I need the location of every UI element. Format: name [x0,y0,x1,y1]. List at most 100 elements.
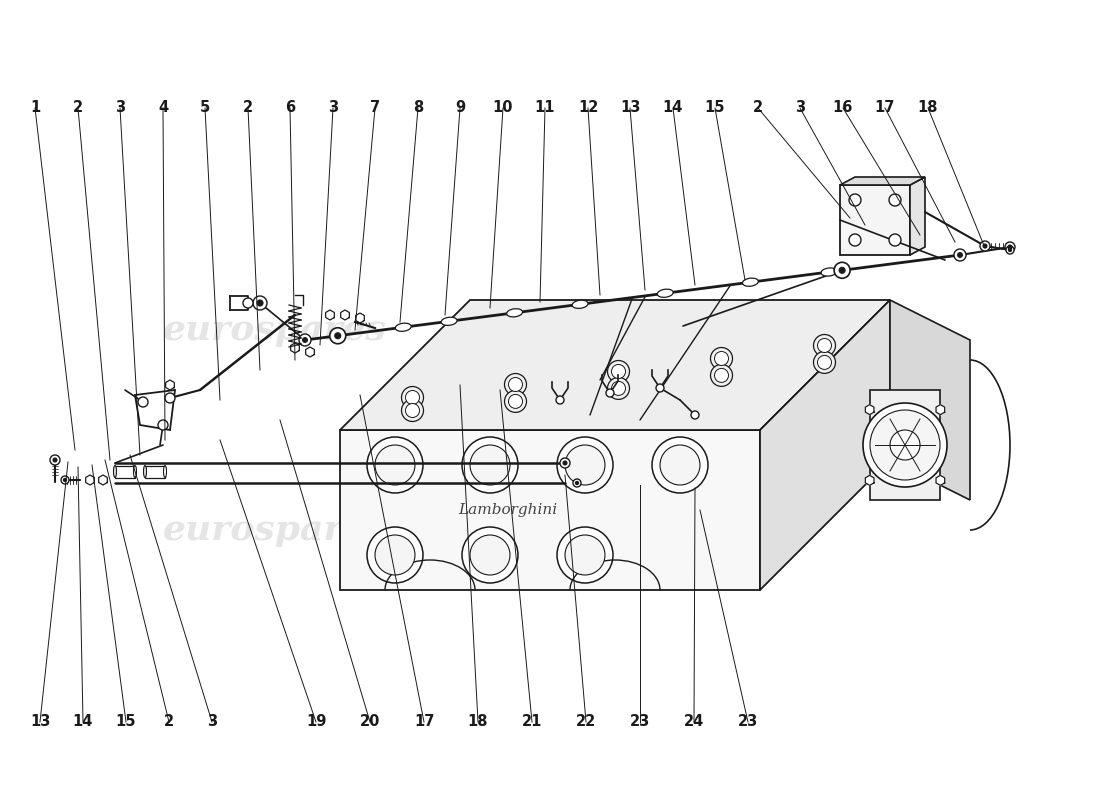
Circle shape [334,333,341,338]
Ellipse shape [742,278,758,286]
Circle shape [817,355,832,370]
Circle shape [375,445,415,485]
Circle shape [817,338,832,353]
Circle shape [302,338,307,342]
Circle shape [814,351,836,374]
Circle shape [64,478,67,482]
Circle shape [565,535,605,575]
Circle shape [691,411,698,419]
Text: eurospares: eurospares [163,313,387,347]
Polygon shape [86,475,95,485]
Text: 3: 3 [795,101,805,115]
Bar [145,466,165,478]
Circle shape [889,194,901,206]
Circle shape [660,445,700,485]
Polygon shape [840,177,925,185]
Polygon shape [290,343,299,353]
Ellipse shape [507,309,522,317]
Circle shape [715,368,728,382]
Text: 9: 9 [455,101,465,115]
Text: 3: 3 [114,101,125,115]
Circle shape [508,394,522,408]
Circle shape [402,386,424,409]
Text: 12: 12 [578,101,598,115]
Circle shape [715,351,728,366]
Circle shape [402,399,424,422]
Circle shape [870,410,940,480]
Circle shape [375,535,415,575]
Circle shape [565,445,605,485]
Ellipse shape [395,323,411,331]
Polygon shape [866,475,874,486]
Circle shape [612,382,626,395]
Circle shape [563,461,566,465]
Polygon shape [306,347,315,357]
Circle shape [839,267,845,274]
Polygon shape [355,313,364,323]
Circle shape [606,389,614,397]
Circle shape [158,420,168,430]
Text: 14: 14 [73,714,94,730]
Polygon shape [341,310,350,320]
Text: 22: 22 [576,714,596,730]
Circle shape [1005,242,1015,252]
Circle shape [1009,248,1012,251]
Text: 23: 23 [738,714,758,730]
Circle shape [575,482,579,485]
Circle shape [406,390,419,405]
Text: 17: 17 [874,101,895,115]
Circle shape [470,445,510,485]
Circle shape [612,365,626,378]
Circle shape [508,378,522,391]
Circle shape [557,437,613,493]
Circle shape [980,241,990,251]
Ellipse shape [143,466,146,478]
Text: 21: 21 [521,714,542,730]
Ellipse shape [658,289,673,298]
Text: 18: 18 [917,101,938,115]
Circle shape [50,455,60,465]
Text: 8: 8 [412,101,424,115]
Text: 6: 6 [285,101,295,115]
Text: 5: 5 [200,101,210,115]
Text: 2: 2 [752,101,763,115]
Text: 2: 2 [73,101,84,115]
Circle shape [607,378,629,399]
Circle shape [243,298,253,308]
Ellipse shape [164,466,166,478]
Text: 24: 24 [684,714,704,730]
Ellipse shape [133,466,136,478]
Polygon shape [840,185,910,255]
Text: 15: 15 [705,101,725,115]
Circle shape [814,334,836,357]
Polygon shape [166,380,174,390]
Text: 3: 3 [328,101,338,115]
Ellipse shape [572,300,588,308]
Text: 3: 3 [207,714,217,730]
Bar [116,466,135,478]
Circle shape [257,300,263,306]
Ellipse shape [821,268,837,276]
Circle shape [573,479,581,487]
Circle shape [299,334,311,346]
Circle shape [849,234,861,246]
Circle shape [849,194,861,206]
Circle shape [557,527,613,583]
Circle shape [954,249,966,261]
Circle shape [138,397,148,407]
Text: 11: 11 [535,101,556,115]
Text: eurospares: eurospares [498,513,722,547]
Circle shape [462,437,518,493]
Text: 13: 13 [619,101,640,115]
Text: 15: 15 [116,714,136,730]
Polygon shape [910,177,925,255]
Text: 1: 1 [30,101,40,115]
Text: 7: 7 [370,101,381,115]
Text: 20: 20 [360,714,381,730]
Text: 4: 4 [158,101,168,115]
Circle shape [367,437,424,493]
Polygon shape [135,390,175,430]
Circle shape [53,458,57,462]
Circle shape [607,361,629,382]
Text: Lamborghini: Lamborghini [459,503,558,517]
